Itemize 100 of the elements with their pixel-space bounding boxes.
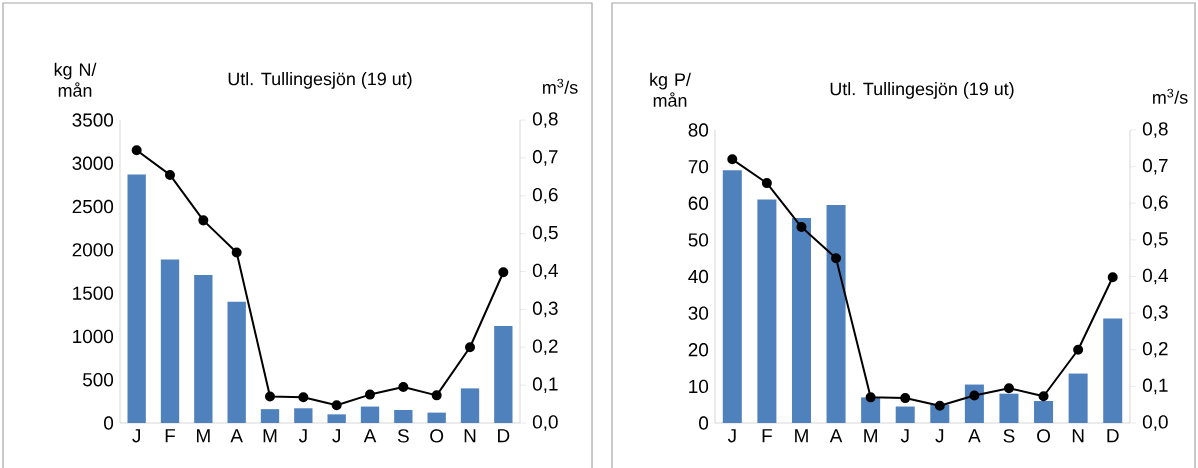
y2-tick-label: 0,0 [1142, 415, 1168, 431]
bar [227, 301, 246, 423]
bar [127, 174, 146, 423]
y2-tick-label: 0,3 [532, 301, 558, 318]
y-tick-label: 40 [688, 269, 709, 284]
y-tick-label: 80 [688, 123, 709, 137]
y2-tick-label: 0,1 [532, 377, 558, 393]
y-tick-label: 20 [688, 343, 709, 357]
y2-tick-label: 0,7 [532, 150, 558, 166]
y-tick-label: 2000 [72, 243, 114, 257]
y-tick-label: 10 [689, 379, 709, 394]
y-tick-label: 60 [688, 196, 709, 210]
point [331, 400, 342, 411]
point [498, 267, 509, 278]
point [298, 392, 309, 403]
bar [394, 410, 413, 423]
x-tick-label: A [829, 429, 843, 443]
point [1107, 272, 1118, 283]
y-tick-label: 3000 [72, 156, 114, 170]
point [265, 391, 275, 402]
bar [895, 406, 915, 423]
point [1003, 383, 1014, 394]
bar [327, 414, 346, 423]
y2-axis-title: m$^{3}$/s [1153, 88, 1188, 104]
x-tick-label: M [864, 429, 877, 443]
chart-title: Utl. Tullingesjön (19 ut) [228, 72, 412, 89]
bar [427, 412, 446, 423]
x-tick-label: S [1003, 429, 1015, 443]
x-tick-label: J [727, 429, 736, 443]
bar [1068, 373, 1088, 423]
x-tick-label: N [1072, 429, 1084, 443]
point [831, 253, 842, 264]
bar [460, 388, 480, 423]
x-tick-label: J [332, 429, 340, 443]
point [231, 247, 242, 258]
bar [194, 274, 213, 423]
point [1038, 391, 1049, 402]
bar [494, 326, 513, 423]
x-tick-label: M [795, 429, 808, 443]
x-tick-label: J [935, 429, 944, 443]
y-tick-label: 3500 [72, 113, 114, 127]
x-tick-label: M [263, 429, 277, 443]
y2-tick-label: 0,0 [532, 415, 558, 431]
y2-tick-label: 0,2 [532, 339, 558, 356]
point [934, 400, 945, 411]
point [865, 392, 876, 403]
y-tick-label: 0 [699, 416, 709, 430]
y2-tick-label: 0,3 [1142, 305, 1168, 321]
x-tick-label: J [132, 429, 140, 443]
y-axis-title: kg P/ mån [650, 72, 691, 107]
point [900, 393, 911, 404]
chart-title: Utl. Tullingesjön (19 ut) [830, 82, 1014, 99]
x-tick-label: J [900, 429, 909, 443]
y-tick-label: 1500 [73, 286, 114, 300]
point [727, 154, 738, 165]
x-tick-label: O [430, 429, 444, 443]
point [131, 145, 142, 156]
point [365, 389, 375, 400]
x-tick-label: S [397, 429, 409, 443]
y2-tick-label: 0,8 [1142, 122, 1168, 138]
y2-tick-label: 0,5 [532, 225, 558, 242]
point [165, 169, 175, 180]
bar [360, 406, 380, 423]
point [431, 390, 442, 401]
bar [757, 199, 777, 423]
y2-tick-label: 0,1 [1142, 378, 1168, 395]
y2-tick-label: 0,6 [532, 187, 558, 204]
y-tick-label: 1000 [73, 329, 114, 344]
bar [861, 397, 881, 423]
y-tick-label: 30 [688, 306, 709, 320]
y-tick-label: 500 [82, 373, 114, 387]
bar [294, 408, 313, 423]
y2-tick-label: 0,5 [1142, 232, 1168, 248]
bar [160, 259, 180, 423]
x-tick-label: D [498, 429, 510, 443]
x-tick-label: N [464, 429, 476, 443]
point [796, 222, 807, 233]
point [969, 390, 980, 401]
bar [1034, 401, 1054, 423]
y2-tick-label: 0,8 [532, 112, 558, 128]
x-tick-label: O [1037, 429, 1051, 443]
y2-tick-label: 0,6 [1142, 195, 1168, 212]
point [398, 382, 409, 393]
y-tick-label: 50 [688, 233, 709, 247]
point [465, 342, 475, 353]
x-tick-label: D [1107, 429, 1119, 443]
y2-tick-label: 0,4 [532, 263, 558, 280]
x-tick-label: A [968, 429, 981, 443]
x-tick-label: F [165, 429, 176, 443]
point [1073, 344, 1084, 355]
bar [1103, 318, 1123, 423]
x-tick-label: A [363, 429, 377, 443]
y2-tick-label: 0,2 [1142, 341, 1168, 358]
y-tick-label: 0 [104, 416, 114, 430]
y2-tick-label: 0,7 [1142, 158, 1168, 175]
point [198, 215, 209, 226]
y-tick-label: 70 [688, 159, 709, 174]
point [761, 178, 772, 189]
x-tick-label: F [762, 429, 772, 443]
bar [722, 170, 742, 423]
